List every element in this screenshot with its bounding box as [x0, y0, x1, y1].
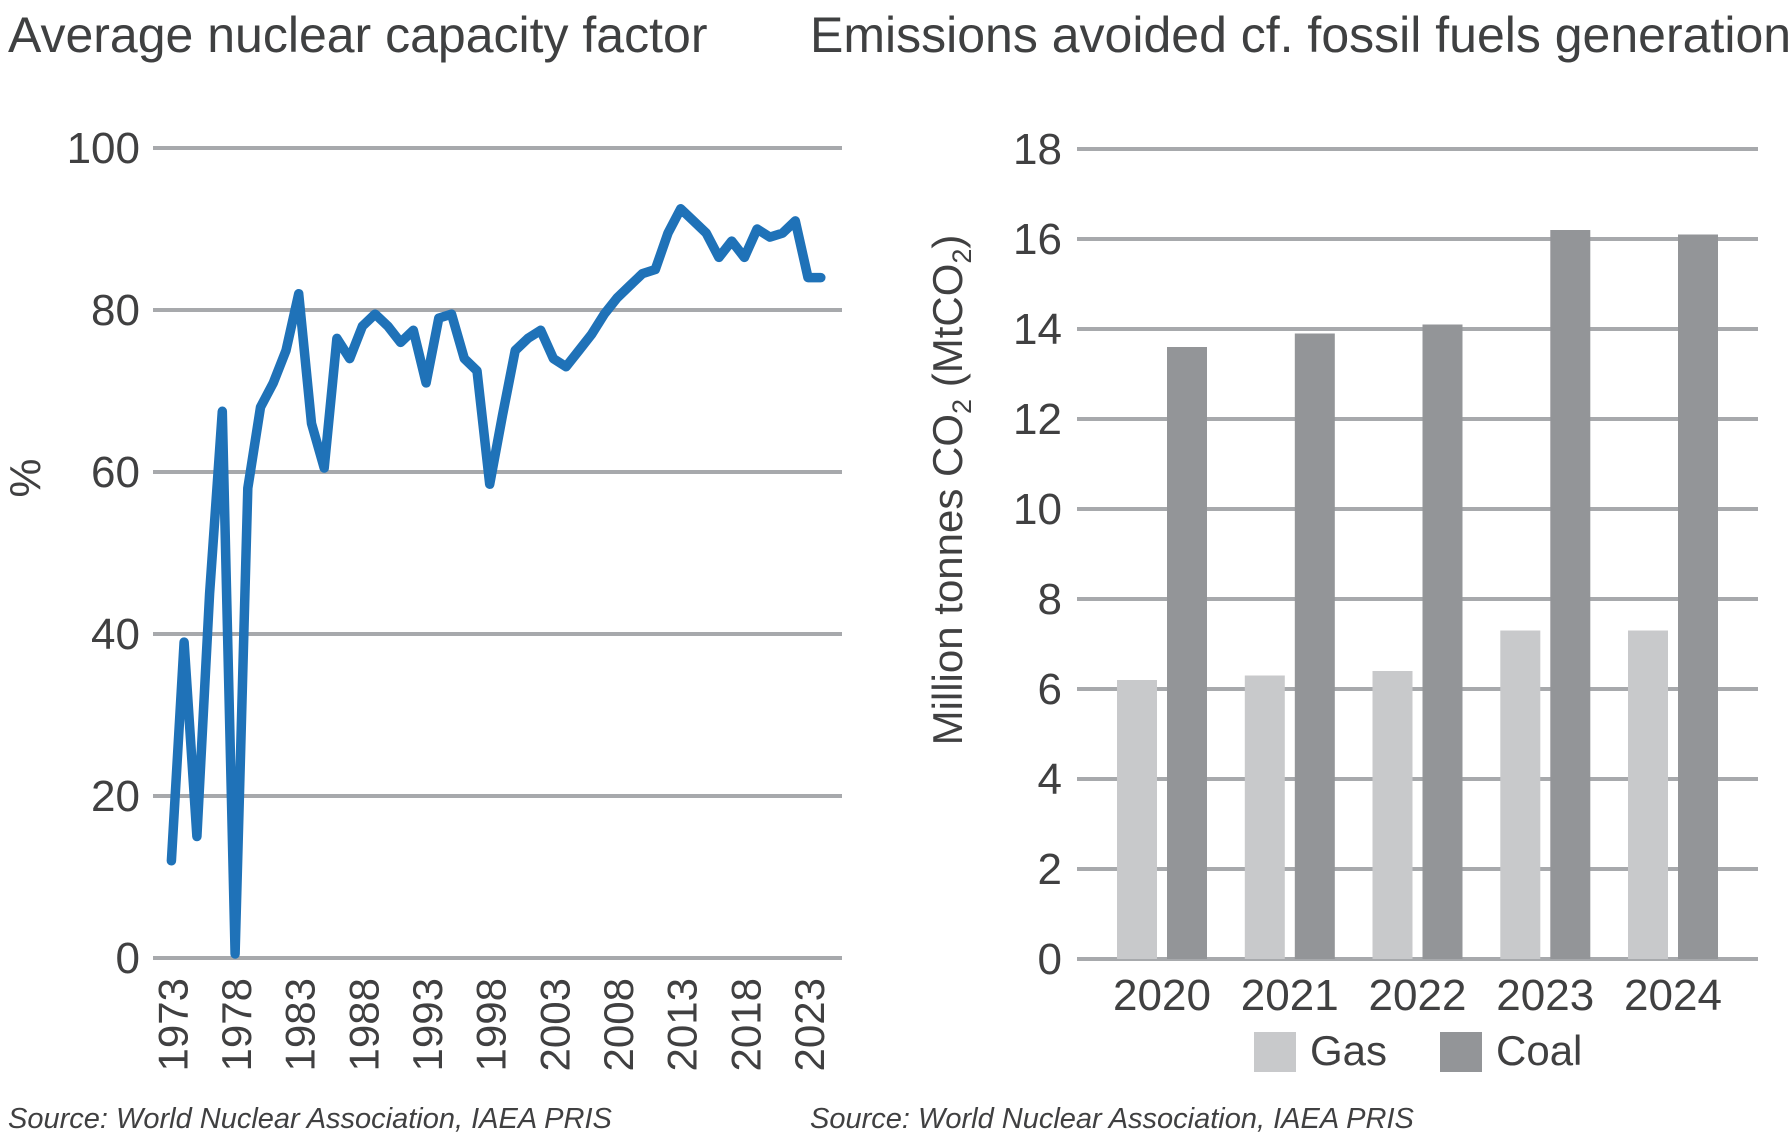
y-tick-label: 0 — [116, 934, 140, 983]
y-tick-label: 16 — [1013, 215, 1062, 264]
x-tick-text: 2013 — [659, 978, 706, 1071]
y-tick-label: 60 — [91, 448, 140, 497]
y-tick-label: 18 — [1013, 125, 1062, 174]
bar-gas-2023 — [1500, 630, 1541, 959]
bar-coal-2022 — [1422, 324, 1463, 959]
x-tick-label: 1983 — [277, 978, 324, 1071]
emissions-avoided-bar-chart: 0 2 4 6 8 10 12 14 16 18 Million tonnes CO2 (MtCO2… — [924, 125, 1758, 1074]
y-tick-label: 8 — [1038, 575, 1062, 624]
x-tick-label: 2020 — [1113, 971, 1211, 1020]
x-tick-label: 2008 — [595, 978, 642, 1071]
x-tick-text: 1993 — [404, 978, 451, 1071]
emissions-avoided-source-note: Source: World Nuclear Association, IAEA … — [810, 1103, 1414, 1135]
x-tick-text: 1983 — [277, 978, 324, 1071]
x-tick-label: 1993 — [404, 978, 451, 1071]
y-tick-label: 40 — [91, 610, 140, 659]
x-tick-label: 1973 — [149, 978, 196, 1071]
legend-label-gas: Gas — [1310, 1027, 1387, 1074]
bar-coal-2023 — [1550, 230, 1591, 959]
x-tick-text: 2023 — [786, 978, 833, 1071]
y-axis-label: Million tonnes CO2 (MtCO2) — [924, 235, 977, 746]
bar-gas-2022 — [1372, 671, 1413, 959]
bar-coal-2024 — [1678, 234, 1718, 959]
x-tick-label: 2023 — [1496, 971, 1594, 1020]
capacity-factor-line — [166, 204, 826, 959]
y-tick-label: 4 — [1038, 755, 1062, 804]
x-tick-label: 2013 — [659, 978, 706, 1071]
legend-label-coal: Coal — [1496, 1027, 1582, 1074]
x-tick-label: 2003 — [531, 978, 578, 1071]
capacity-factor-source-note: Source: World Nuclear Association, IAEA … — [8, 1103, 612, 1135]
y-tick-label: 100 — [67, 124, 140, 173]
x-tick-label: 1988 — [340, 978, 387, 1071]
x-tick-label: 2024 — [1624, 971, 1722, 1020]
x-tick-text: 2008 — [595, 978, 642, 1071]
x-tick-text: 1978 — [213, 978, 260, 1071]
y-tick-label: 10 — [1013, 485, 1062, 534]
bar-gas-2020 — [1117, 680, 1157, 959]
x-tick-label: 1998 — [468, 978, 515, 1071]
y-axis-label-text: Million tonnes CO2 (MtCO2) — [924, 235, 977, 746]
x-tick-text: 2018 — [722, 978, 769, 1071]
x-tick-label: 2023 — [786, 978, 833, 1071]
x-tick-label: 1978 — [213, 978, 260, 1071]
legend-swatch-gas — [1254, 1032, 1296, 1072]
x-tick-text: 1988 — [340, 978, 387, 1071]
y-tick-label: 12 — [1013, 395, 1062, 444]
capacity-factor-chart-title: Average nuclear capacity factor — [8, 7, 708, 63]
y-axis-label: % — [1, 458, 50, 497]
capacity-factor-line-chart: 0 20 40 60 80 100% 1973 1978 1983 1988 1993 1998 200… — [1, 124, 842, 1071]
x-tick-text: 1998 — [468, 978, 515, 1071]
bar-coal-2021 — [1294, 333, 1335, 959]
emissions-avoided-chart-title: Emissions avoided cf. fossil fuels gener… — [810, 7, 1790, 63]
bar-gas-2024 — [1628, 630, 1668, 959]
x-tick-label: 2021 — [1241, 971, 1339, 1020]
y-tick-label: 20 — [91, 772, 140, 821]
y-tick-label: 2 — [1038, 845, 1062, 894]
legend-swatch-coal — [1440, 1032, 1482, 1072]
x-tick-text: 2003 — [531, 978, 578, 1071]
y-tick-label: 0 — [1038, 935, 1062, 984]
y-tick-label: 14 — [1013, 305, 1062, 354]
x-tick-label: 2022 — [1369, 971, 1467, 1020]
y-tick-label: 6 — [1038, 665, 1062, 714]
bar-coal-2020 — [1167, 347, 1207, 959]
x-tick-text: 1973 — [149, 978, 196, 1071]
y-tick-label: 80 — [91, 286, 140, 335]
bar-gas-2021 — [1244, 675, 1285, 959]
x-tick-label: 2018 — [722, 978, 769, 1071]
